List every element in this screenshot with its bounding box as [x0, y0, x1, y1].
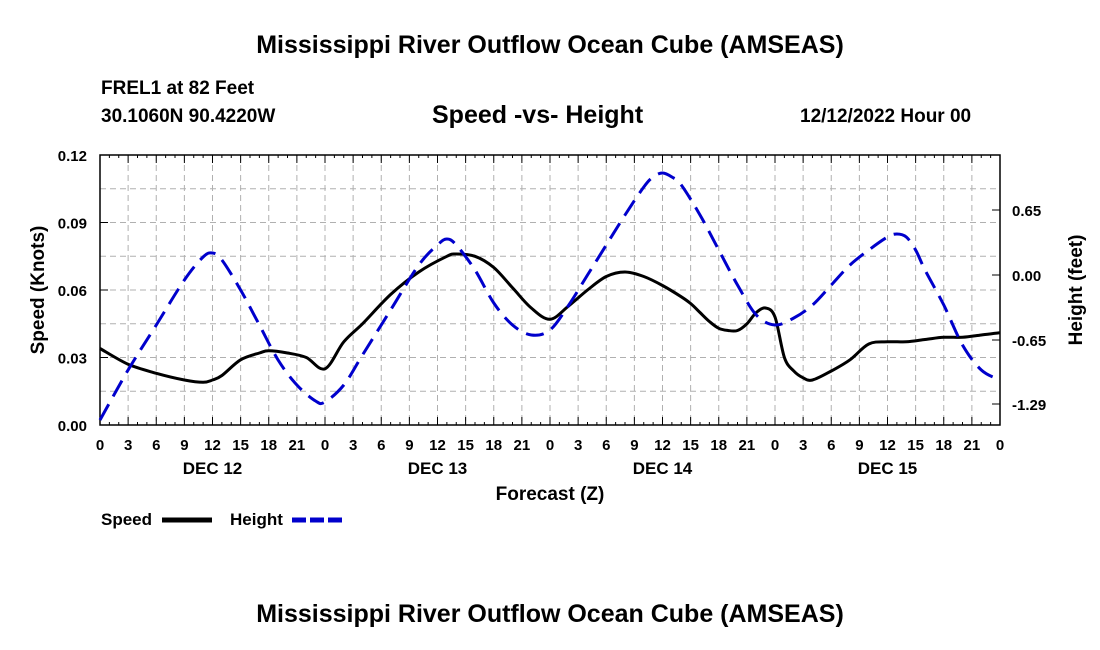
x-tick-label: 9	[855, 437, 863, 454]
x-tick-label: 21	[739, 437, 756, 454]
x-tick-label: 6	[827, 437, 835, 454]
legend: Speed Height	[101, 510, 342, 529]
series-line-speed	[99, 252, 1001, 384]
x-tick-label: 9	[405, 437, 413, 454]
x-tick-label: 15	[457, 437, 474, 454]
x-tick-label: 12	[879, 437, 896, 454]
y2-tick-label: 0.00	[1012, 268, 1041, 285]
x-tick-label: 0	[771, 437, 779, 454]
chart-title-repeat: Mississippi River Outflow Ocean Cube (AM…	[256, 600, 844, 628]
grid-lines	[100, 155, 1000, 425]
axis-labels: 0 3 6 9 12 15 18 21 0 3 6 9 12 15 18 21 0 3 6 9 12 15 18 21 0 3 6 9…	[28, 148, 1087, 505]
x-tick-label: 3	[574, 437, 582, 454]
x-tick-label: 0	[321, 437, 329, 454]
series-lines	[98, 171, 1001, 421]
legend-label-speed: Speed	[101, 510, 152, 529]
chart-title: Mississippi River Outflow Ocean Cube (AM…	[256, 31, 844, 59]
x-tick-label: 15	[232, 437, 249, 454]
x-tick-label: 9	[630, 437, 638, 454]
x-tick-label: 6	[377, 437, 385, 454]
x-axis-title: Forecast (Z)	[496, 484, 605, 505]
x-tick-label: 15	[907, 437, 924, 454]
x-tick-label: 0	[96, 437, 104, 454]
x-tick-label: 9	[180, 437, 188, 454]
y2-tick-label: 0.65	[1012, 203, 1041, 220]
x-tick-label: 3	[349, 437, 357, 454]
y-tick-label: 0.06	[58, 283, 87, 300]
day-label: DEC 13	[408, 459, 468, 478]
x-tick-label: 0	[546, 437, 554, 454]
x-tick-label: 6	[152, 437, 160, 454]
x-tick-label: 18	[935, 437, 952, 454]
x-tick-label: 12	[429, 437, 446, 454]
y-tick-label: 0.03	[58, 351, 87, 368]
x-tick-label: 18	[260, 437, 277, 454]
x-tick-label: 3	[124, 437, 132, 454]
y2-tick-label: -0.65	[1012, 333, 1046, 350]
day-label: DEC 12	[183, 459, 243, 478]
day-label: DEC 15	[858, 459, 918, 478]
y2-tick-label: -1.29	[1012, 397, 1046, 414]
x-tick-label: 0	[996, 437, 1004, 454]
y-tick-label: 0.09	[58, 216, 87, 233]
x-tick-label: 21	[964, 437, 981, 454]
x-tick-label: 12	[654, 437, 671, 454]
x-tick-label: 6	[602, 437, 610, 454]
run-date: 12/12/2022 Hour 00	[800, 106, 972, 127]
x-tick-label: 12	[204, 437, 221, 454]
legend-label-height: Height	[230, 510, 283, 529]
plot-title: Speed -vs- Height	[432, 101, 644, 129]
x-tick-label: 15	[682, 437, 699, 454]
station-coordinates: 30.1060N 90.4220W	[101, 106, 276, 127]
x-tick-label: 18	[710, 437, 727, 454]
y-tick-label: 0.12	[58, 148, 87, 165]
axis-ticks	[99, 154, 1001, 426]
x-tick-label: 3	[799, 437, 807, 454]
y2-axis-title: Height (feet)	[1066, 235, 1087, 346]
y-axis-title: Speed (Knots)	[28, 226, 49, 355]
x-tick-label: 18	[485, 437, 502, 454]
station-name: FREL1 at 82 Feet	[101, 78, 255, 99]
day-label: DEC 14	[633, 459, 693, 478]
x-tick-label: 21	[289, 437, 306, 454]
y-tick-label: 0.00	[58, 418, 87, 435]
x-tick-label: 21	[514, 437, 531, 454]
